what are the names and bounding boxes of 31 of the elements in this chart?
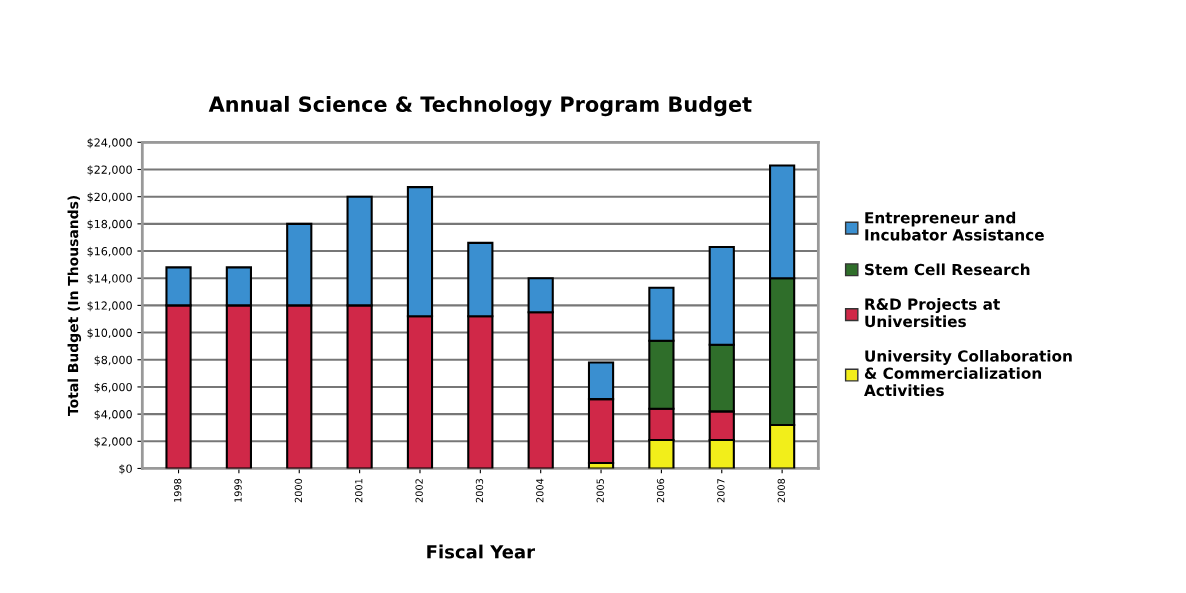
chart-title: Annual Science & Technology Program Budget bbox=[208, 95, 752, 117]
y-tick-label: $20,000 bbox=[87, 192, 132, 203]
y-tick-label: $2,000 bbox=[94, 437, 132, 448]
y-tick-label: $0 bbox=[119, 464, 132, 475]
y-tick-label: $8,000 bbox=[94, 355, 132, 366]
y-tick-label: $22,000 bbox=[87, 165, 132, 176]
x-tick-label: 2003 bbox=[475, 478, 484, 503]
x-axis-title: Fiscal Year bbox=[427, 544, 535, 559]
y-tick-label: $14,000 bbox=[87, 273, 132, 285]
x-tick-label: 2007 bbox=[717, 479, 725, 503]
x-tick-label: 2005 bbox=[596, 479, 604, 503]
y-tick-label: $16,000 bbox=[87, 246, 132, 257]
x-tick-label: 1999 bbox=[234, 478, 242, 502]
y-tick-label: $6,000 bbox=[94, 382, 132, 393]
legend-label: Entrepreneur and Incubator Assistance bbox=[865, 211, 1044, 241]
y-axis-title: Total Budget (In Thousands) bbox=[67, 196, 82, 416]
legend-label: University Collaboration & Commercialization Activities bbox=[864, 349, 1072, 397]
y-tick-label: $24,000 bbox=[87, 138, 132, 149]
x-tick-label: 2002 bbox=[415, 479, 423, 503]
x-tick-label: 1998 bbox=[174, 478, 182, 502]
y-tick-label: $4,000 bbox=[94, 409, 132, 420]
x-tick-label: 2006 bbox=[656, 478, 665, 503]
x-tick-label: 2001 bbox=[355, 479, 363, 503]
y-tick-label: $12,000 bbox=[87, 301, 132, 312]
y-tick-label: $10,000 bbox=[87, 328, 132, 339]
y-tick-label: $18,000 bbox=[87, 219, 132, 230]
legend-label: R&D Projects at Universities bbox=[865, 298, 1000, 328]
x-tick-label: 2004 bbox=[536, 478, 544, 503]
x-tick-label: 2000 bbox=[294, 478, 303, 503]
legend-label: Stem Cell Research bbox=[865, 263, 1030, 276]
x-tick-label: 2008 bbox=[777, 478, 785, 503]
